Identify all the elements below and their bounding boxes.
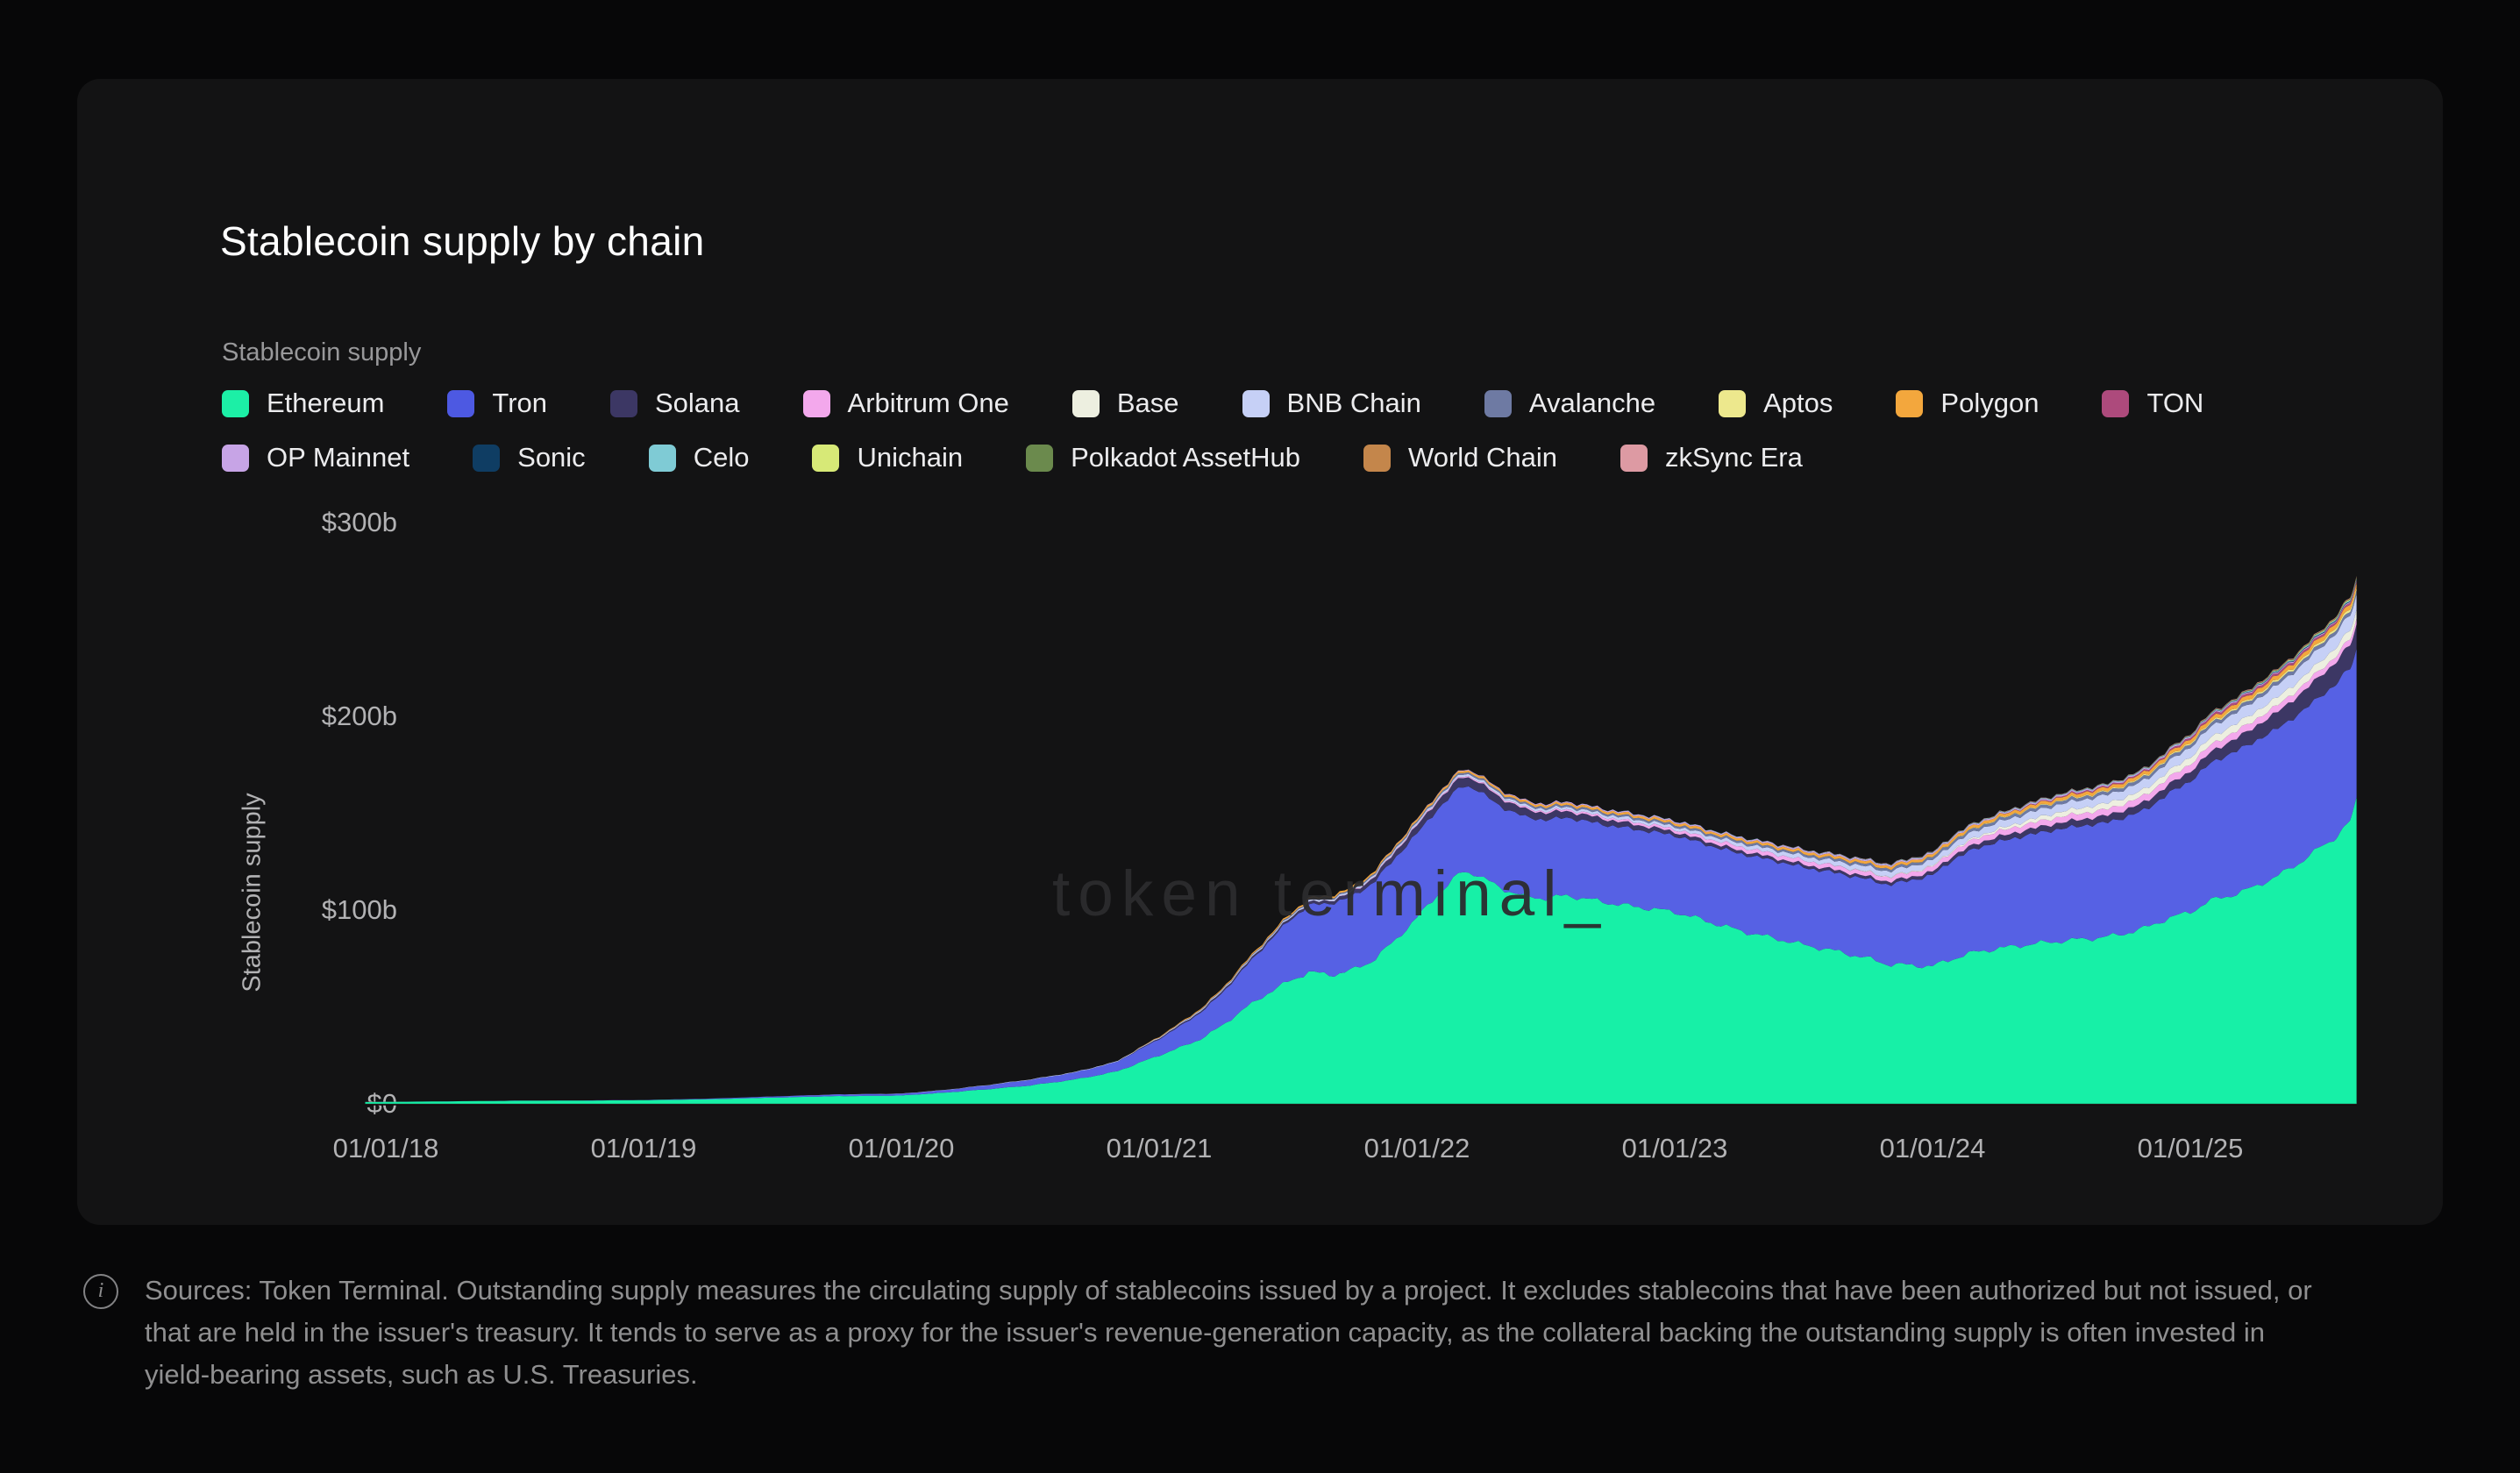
legend-item-ton[interactable]: TON	[2102, 388, 2203, 419]
legend-swatch-world-chain	[1363, 444, 1392, 472]
legend-item-label: Aptos	[1763, 388, 1833, 418]
legend-item-label: Sonic	[517, 442, 586, 473]
legend-swatch-sonic	[473, 444, 501, 472]
y-axis-tick-label: $100b	[321, 894, 397, 925]
chart-footnote: i Sources: Token Terminal. Outstanding s…	[83, 1270, 2363, 1396]
info-icon: i	[83, 1274, 118, 1309]
watermark: token terminal_	[1052, 858, 1609, 929]
legend-swatch-tron	[447, 389, 475, 417]
legend-item-polkadot-assethub[interactable]: Polkadot AssetHub	[1026, 442, 1300, 473]
legend-item-label: Base	[1116, 388, 1179, 418]
legend-swatch-polkadot-assethub	[1026, 444, 1054, 472]
x-axis-tick-label: 01/01/20	[848, 1133, 955, 1163]
legend-item-label: Polygon	[1940, 388, 2039, 418]
legend-item-label: Ethereum	[267, 388, 385, 418]
chart-legend: Ethereum Tron Solana Arbitrum One Base BNB Ch…	[222, 388, 2370, 473]
x-axis-tick-label: 01/01/25	[2137, 1133, 2244, 1163]
x-axis-tick-label: 01/01/22	[1363, 1133, 1470, 1163]
legend-item-arbitrum-one[interactable]: Arbitrum One	[802, 388, 1009, 419]
legend-item-label: OP Mainnet	[267, 442, 410, 473]
legend-item-label: Avalanche	[1528, 388, 1656, 418]
y-axis-tick-label: $300b	[321, 507, 397, 537]
legend-swatch-ethereum	[222, 389, 249, 417]
legend-title: Stablecoin supply	[222, 338, 422, 366]
page-title: Stablecoin supply by chain	[220, 218, 705, 264]
y-axis-tick-label: $200b	[321, 701, 397, 731]
legend-item-bnb-chain[interactable]: BNB Chain	[1242, 388, 1421, 419]
legend-item-label: BNB Chain	[1286, 388, 1421, 418]
legend-item-label: Solana	[655, 388, 740, 418]
legend-swatch-zksync-era	[1620, 444, 1648, 472]
legend-row-1: Ethereum Tron Solana Arbitrum One Base BNB Ch…	[222, 388, 2370, 419]
legend-item-celo[interactable]: Celo	[648, 442, 750, 473]
legend-swatch-solana	[610, 389, 637, 417]
legend-item-polygon[interactable]: Polygon	[1896, 388, 2039, 419]
x-axis-tick-label: 01/01/19	[590, 1133, 697, 1163]
legend-item-solana[interactable]: Solana	[610, 388, 740, 419]
legend-swatch-op-mainnet	[222, 444, 249, 472]
baseline-edge	[365, 1103, 2357, 1106]
legend-item-label: Celo	[693, 442, 750, 473]
x-axis-tick-label: 01/01/24	[1879, 1133, 1986, 1163]
legend-item-avalanche[interactable]: Avalanche	[1484, 388, 1655, 419]
legend-row-2: OP Mainnet Sonic Celo Unichain Polkadot Asse…	[222, 442, 2370, 473]
legend-item-op-mainnet[interactable]: OP Mainnet	[222, 442, 409, 473]
legend-swatch-arbitrum-one	[802, 389, 830, 417]
legend-item-label: Unichain	[857, 442, 964, 473]
legend-item-unichain[interactable]: Unichain	[812, 442, 963, 473]
legend-item-label: zkSync Era	[1665, 442, 1803, 473]
legend-item-world-chain[interactable]: World Chain	[1363, 442, 1557, 473]
legend-item-zksync-era[interactable]: zkSync Era	[1620, 442, 1803, 473]
legend-item-aptos[interactable]: Aptos	[1719, 388, 1833, 419]
legend-item-label: Arbitrum One	[847, 388, 1009, 418]
legend-item-label: TON	[2146, 388, 2204, 418]
legend-swatch-avalanche	[1484, 389, 1512, 417]
area-band-ethereum	[365, 797, 2357, 1104]
legend-item-ethereum[interactable]: Ethereum	[222, 388, 384, 419]
legend-swatch-bnb-chain	[1242, 389, 1270, 417]
legend-item-base[interactable]: Base	[1071, 388, 1179, 419]
x-axis-tick-label: 01/01/21	[1106, 1133, 1213, 1163]
x-axis-tick-label: 01/01/18	[332, 1133, 439, 1163]
footnote-text: Sources: Token Terminal. Outstanding sup…	[145, 1275, 2312, 1390]
legend-swatch-aptos	[1719, 389, 1747, 417]
legend-swatch-polygon	[1896, 389, 1924, 417]
legend-item-label: Tron	[492, 388, 547, 418]
legend-swatch-unichain	[812, 444, 840, 472]
area-band-tron	[365, 648, 2357, 1102]
legend-item-label: Polkadot AssetHub	[1071, 442, 1301, 473]
legend-swatch-celo	[648, 444, 676, 472]
legend-item-label: World Chain	[1408, 442, 1558, 473]
x-axis-tick-label: 01/01/23	[1621, 1133, 1728, 1163]
legend-item-tron[interactable]: Tron	[447, 388, 547, 419]
legend-swatch-ton	[2102, 389, 2130, 417]
legend-swatch-base	[1071, 389, 1100, 417]
legend-item-sonic[interactable]: Sonic	[473, 442, 586, 473]
